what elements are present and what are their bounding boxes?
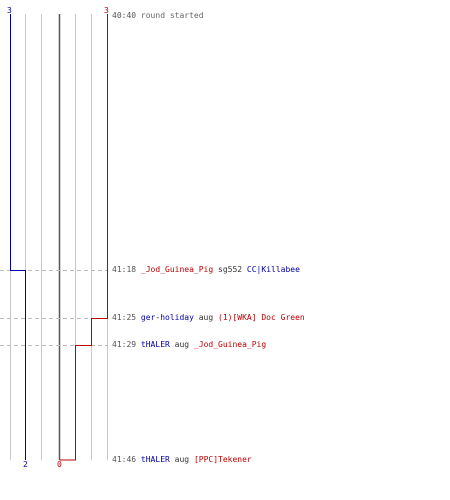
event-weapon: sg552	[218, 265, 243, 274]
event-time: 40:40	[112, 11, 137, 20]
event-kill: 41:25 ger-holiday aug (1)[WKA] Doc Green	[112, 313, 305, 323]
red-end-count: 0	[57, 460, 62, 469]
event-weapon: aug	[174, 455, 190, 464]
event-kill: 41:18 _Jod_Guinea_Pig sg552 CC|Killabee	[112, 265, 300, 275]
event-target: CC|Killabee	[246, 265, 300, 274]
event-text: round started	[140, 11, 204, 20]
event-weapon: aug	[198, 313, 214, 322]
blue-team-line	[10, 14, 26, 460]
event-time: 41:25	[112, 313, 137, 322]
event-target: _Jod_Guinea_Pig	[193, 340, 267, 349]
event-kill: 41:46 tHALER aug [PPC]Tekener	[112, 455, 252, 465]
event-time: 41:29	[112, 340, 137, 349]
event-round-start: 40:40 round started	[112, 11, 204, 21]
red-team-line	[59, 14, 108, 461]
blue-start-count: 3	[7, 6, 12, 15]
red-start-count: 3	[104, 6, 109, 15]
blue-end-count: 2	[23, 460, 28, 469]
event-actor: _Jod_Guinea_Pig	[140, 265, 214, 274]
event-actor: tHALER	[140, 455, 170, 464]
event-kill: 41:29 tHALER aug _Jod_Guinea_Pig	[112, 340, 266, 350]
event-time: 41:18	[112, 265, 137, 274]
event-actor: tHALER	[140, 340, 170, 349]
event-weapon: aug	[174, 340, 190, 349]
event-time: 41:46	[112, 455, 137, 464]
event-actor: ger-holiday	[140, 313, 194, 322]
event-target: [PPC]Tekener	[193, 455, 252, 464]
event-target: (1)[WKA] Doc Green	[218, 313, 305, 322]
